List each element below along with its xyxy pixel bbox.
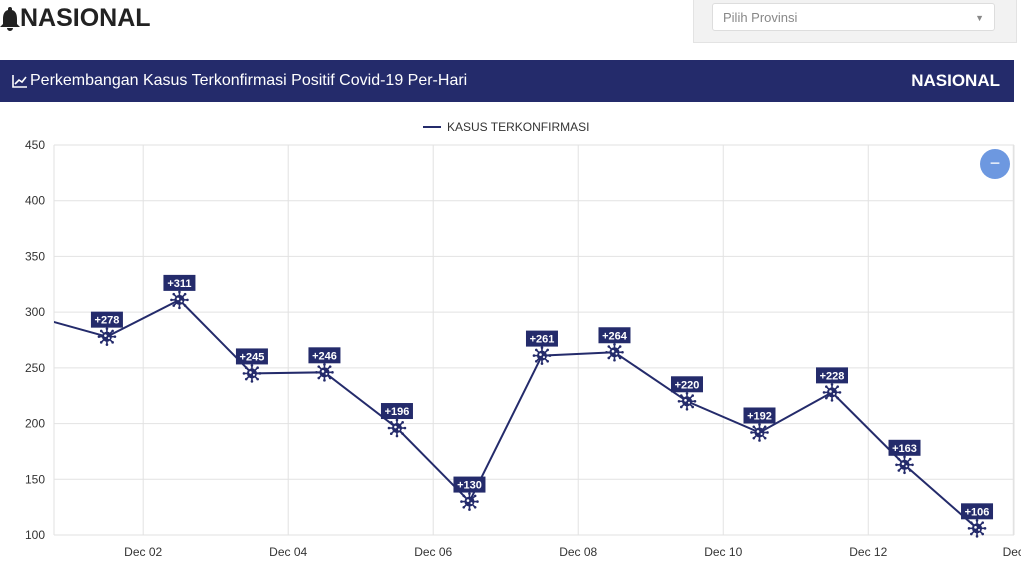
virus-marker-icon (677, 391, 697, 411)
virus-marker-icon (532, 346, 552, 365)
virus-marker-icon (242, 364, 262, 383)
data-label: +311 (167, 278, 191, 290)
line-chart-icon (12, 75, 27, 88)
virus-marker-icon (605, 342, 624, 362)
y-tick-label: 400 (25, 194, 45, 208)
data-label-box (670, 376, 703, 393)
data-label-box (743, 407, 776, 424)
data-label-box (380, 403, 413, 420)
line-chart: 100 150 200 250 300 350 400 450 Dec 02 Dec 04 Dec … (25, 120, 1021, 559)
data-label-box (90, 311, 123, 328)
data-label: +245 (240, 351, 265, 363)
virus-marker-icon (387, 418, 407, 438)
virus-marker-icon (315, 363, 334, 382)
y-tick-label: 200 (25, 417, 45, 431)
x-tick-label: Dec (1003, 545, 1021, 559)
data-label-box (888, 439, 921, 456)
data-label: +228 (820, 370, 845, 382)
x-tick-label: Dec 08 (559, 545, 597, 559)
data-label: +192 (747, 410, 772, 422)
data-label-box (525, 330, 558, 347)
bell-icon (0, 6, 20, 31)
data-label-box (163, 274, 196, 291)
virus-marker-icon (460, 492, 479, 511)
province-select[interactable]: Pilih Provinsi ▼ (712, 3, 995, 31)
data-label: +163 (892, 443, 917, 455)
x-tick-label: Dec 06 (414, 545, 452, 559)
card-region: NASIONAL (911, 71, 1000, 90)
card-header: Perkembangan Kasus Terkonfirmasi Positif… (0, 60, 1014, 102)
data-label: +220 (675, 379, 700, 391)
data-label-box (235, 348, 268, 365)
y-tick-label: 100 (25, 528, 45, 542)
zoom-out-button[interactable]: − (980, 149, 1010, 179)
x-tick-label: Dec 10 (704, 545, 742, 559)
data-label: +278 (95, 315, 120, 327)
virus-marker-icon (97, 327, 117, 346)
legend-label: KASUS TERKONFIRMASI (447, 120, 589, 134)
virus-marker-icon (170, 290, 189, 310)
y-tick-label: 450 (25, 138, 45, 152)
data-label-box (816, 367, 849, 384)
data-label-box (453, 476, 486, 493)
x-tick-label: Dec 02 (124, 545, 162, 559)
virus-marker-icon (822, 383, 842, 402)
y-tick-label: 300 (25, 305, 45, 319)
data-label: +246 (312, 350, 337, 362)
virus-marker-icon (750, 423, 769, 442)
virus-marker-icon (895, 455, 914, 475)
caret-down-icon: ▼ (975, 13, 984, 23)
y-tick-label: 150 (25, 472, 45, 486)
data-label: +264 (602, 330, 628, 342)
page-title: NASIONAL (0, 4, 151, 33)
x-tick-label: Dec 12 (849, 545, 887, 559)
page-title-text: NASIONAL (20, 4, 151, 32)
data-label-box (961, 503, 994, 520)
data-label-box (308, 347, 341, 364)
data-label: +130 (457, 480, 482, 492)
province-select-placeholder: Pilih Provinsi (723, 10, 798, 25)
x-tick-label: Dec 04 (269, 545, 307, 559)
data-label: +261 (530, 334, 555, 346)
data-label: +106 (965, 506, 990, 518)
y-tick-label: 350 (25, 249, 45, 263)
filter-panel: Pilih Provinsi ▼ (693, 0, 1017, 43)
data-label: +196 (385, 406, 410, 418)
series-line (54, 298, 978, 530)
data-label-box (598, 327, 631, 344)
virus-marker-icon (967, 519, 987, 538)
y-tick-label: 250 (25, 361, 45, 375)
card-title: Perkembangan Kasus Terkonfirmasi Positif… (30, 72, 468, 89)
